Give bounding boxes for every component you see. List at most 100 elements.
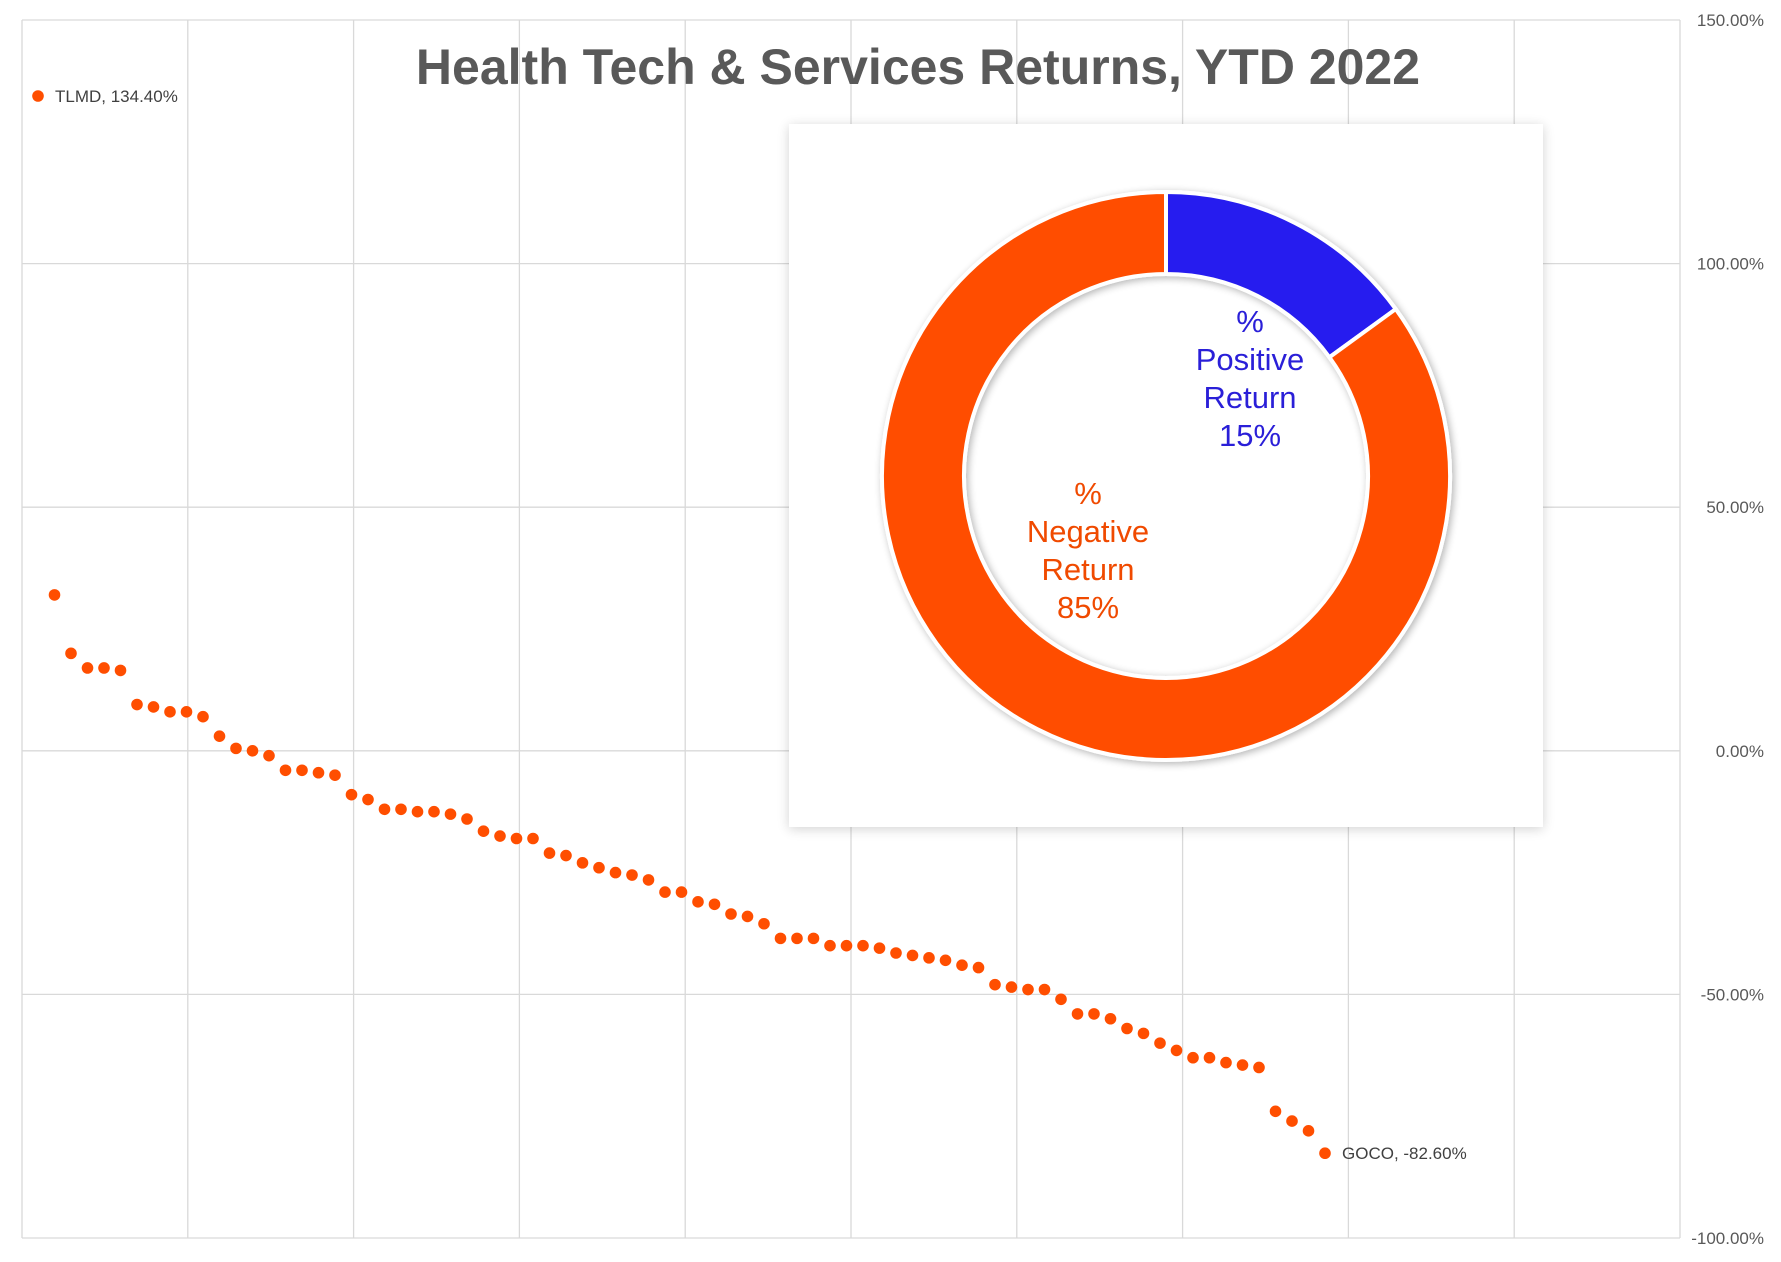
data-point	[1137, 1027, 1150, 1040]
data-point	[659, 886, 671, 898]
data-point	[824, 939, 836, 952]
data-point	[1203, 1051, 1216, 1064]
data-point	[246, 745, 259, 757]
data-point	[906, 949, 919, 962]
data-point	[1170, 1044, 1183, 1057]
data-point	[1253, 1061, 1265, 1074]
chart-title: Health Tech & Services Returns, YTD 2022	[416, 39, 1420, 95]
donut-label-line: Positive	[1196, 342, 1305, 377]
data-point	[543, 847, 556, 859]
data-point	[972, 961, 985, 974]
data-point	[32, 90, 44, 102]
data-point	[494, 830, 506, 842]
data-point	[791, 932, 803, 945]
y-tick-label: 100.00%	[1697, 255, 1764, 274]
donut-slice-label: % Negative Return 85%	[1027, 476, 1149, 625]
data-point	[1286, 1115, 1298, 1127]
data-point	[527, 832, 539, 845]
data-point	[444, 808, 457, 820]
data-point	[1220, 1056, 1232, 1069]
data-point	[378, 803, 391, 816]
data-point	[114, 664, 127, 677]
data-point	[1088, 1008, 1100, 1020]
data-point	[560, 849, 572, 862]
data-point	[1187, 1051, 1199, 1064]
data-point	[939, 954, 952, 967]
data-point	[1319, 1147, 1331, 1160]
data-point	[642, 874, 655, 886]
data-point	[1302, 1125, 1315, 1137]
data-point	[1038, 983, 1051, 996]
data-point	[1071, 1008, 1084, 1020]
y-tick-label: -50.00%	[1701, 985, 1764, 1004]
data-label: GOCO, -82.60%	[1342, 1144, 1467, 1163]
data-point	[725, 908, 737, 920]
data-point	[345, 788, 358, 801]
donut-label-line: Return	[1203, 380, 1296, 415]
data-point	[807, 932, 820, 945]
data-point	[180, 706, 193, 718]
donut-label-line: Return	[1041, 552, 1134, 587]
data-point	[411, 805, 424, 818]
donut-slice-label: % Positive Return 15%	[1196, 304, 1305, 453]
donut-slice	[880, 190, 1452, 762]
data-point	[626, 869, 638, 881]
donut-label-line: 85%	[1057, 590, 1119, 625]
data-point	[1022, 983, 1034, 996]
data-point	[593, 861, 605, 874]
data-point	[213, 730, 226, 742]
data-point	[741, 910, 754, 923]
donut-ring	[880, 190, 1452, 762]
data-point	[329, 769, 341, 781]
data-label: TLMD, 134.40%	[55, 87, 178, 106]
y-tick-label: -100.00%	[1691, 1229, 1764, 1248]
data-point	[1236, 1059, 1249, 1071]
data-point	[428, 805, 440, 818]
data-point	[857, 939, 869, 952]
data-point	[1154, 1037, 1166, 1049]
data-point	[708, 898, 721, 911]
data-point	[48, 589, 61, 601]
data-point	[576, 857, 589, 869]
data-point	[989, 978, 1001, 991]
data-point	[312, 766, 325, 779]
y-tick-label: 150.00%	[1697, 11, 1764, 30]
scatter-points	[32, 90, 1331, 1160]
donut-label-line: %	[1074, 476, 1102, 511]
y-tick-label: 50.00%	[1706, 498, 1764, 517]
data-point	[395, 803, 407, 816]
data-point	[81, 662, 94, 674]
data-point	[131, 698, 143, 711]
data-point	[279, 764, 292, 777]
donut-label-line: Negative	[1027, 514, 1149, 549]
data-point	[692, 896, 704, 908]
data-point	[873, 942, 886, 954]
donut-label-line: 15%	[1219, 418, 1281, 453]
data-point	[164, 706, 176, 718]
data-point	[98, 662, 110, 674]
data-point	[609, 866, 622, 879]
point-labels: TLMD, 134.40% GOCO, -82.60%	[55, 87, 1467, 1163]
data-point	[197, 710, 209, 723]
data-point	[477, 825, 490, 837]
data-point	[263, 749, 275, 762]
data-point	[675, 886, 688, 898]
data-point	[840, 939, 853, 952]
donut-label-line: %	[1236, 304, 1264, 339]
data-point	[758, 917, 770, 930]
data-point	[461, 813, 473, 825]
data-point	[1005, 981, 1018, 993]
data-point	[230, 742, 242, 755]
data-point	[1121, 1022, 1133, 1035]
donut-inset: % Positive Return 15%% Negative Return 85%	[789, 124, 1543, 827]
data-point	[1269, 1105, 1282, 1118]
data-point	[296, 764, 308, 777]
data-point	[956, 959, 968, 971]
data-point	[923, 952, 935, 964]
data-point	[65, 647, 77, 660]
data-point	[510, 832, 523, 845]
data-point	[774, 932, 787, 945]
data-point	[147, 701, 160, 713]
